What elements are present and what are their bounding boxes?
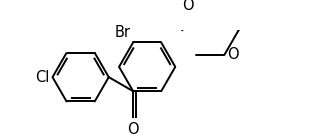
Text: Br: Br [114, 25, 130, 40]
Text: O: O [127, 122, 139, 137]
Text: O: O [227, 47, 238, 62]
Text: O: O [182, 0, 194, 14]
Text: Cl: Cl [35, 70, 50, 85]
